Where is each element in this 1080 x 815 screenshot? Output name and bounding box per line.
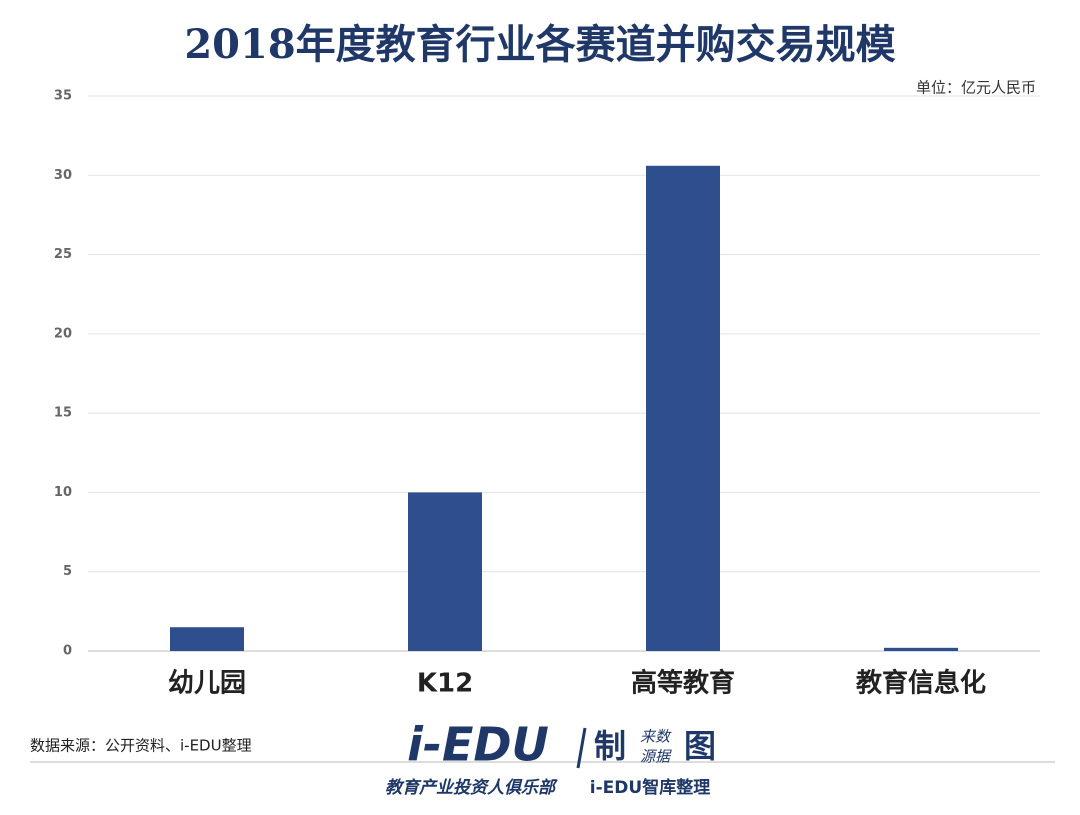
x-tick-label: K12 (417, 669, 473, 699)
footer-chart: 图 (684, 727, 716, 765)
y-tick-label: 20 (54, 326, 72, 341)
footer-source-bottom: 源据 (640, 748, 672, 766)
bar (646, 165, 720, 651)
y-tick-label: 0 (63, 644, 72, 659)
bar (408, 492, 482, 651)
footer-logo: i-EDU (407, 718, 549, 772)
footer-credit: i-EDU智库整理 (590, 777, 710, 798)
footer-made: 制 (594, 727, 626, 765)
unit-label: 单位：亿元人民币 (916, 79, 1036, 97)
y-tick-label: 30 (54, 168, 72, 183)
y-tick-label: 15 (54, 406, 72, 421)
chart-title: 2018年度教育行业各赛道并购交易规模 (184, 21, 895, 68)
source-note: 数据来源：公开资料、i-EDU整理 (30, 737, 252, 755)
y-tick-label: 35 (54, 89, 72, 104)
footer-club: 教育产业投资人俱乐部 (385, 778, 558, 798)
x-tick-label: 教育信息化 (856, 668, 986, 699)
footer-divider (576, 727, 587, 769)
bar (170, 627, 244, 651)
y-tick-label: 10 (54, 485, 72, 500)
bar (884, 647, 958, 651)
x-tick-label: 高等教育 (631, 668, 735, 699)
x-tick-label: 幼儿园 (168, 669, 246, 699)
footer-source-top: 来数 (640, 728, 672, 746)
y-tick-label: 25 (54, 247, 72, 262)
y-tick-label: 5 (63, 564, 72, 579)
